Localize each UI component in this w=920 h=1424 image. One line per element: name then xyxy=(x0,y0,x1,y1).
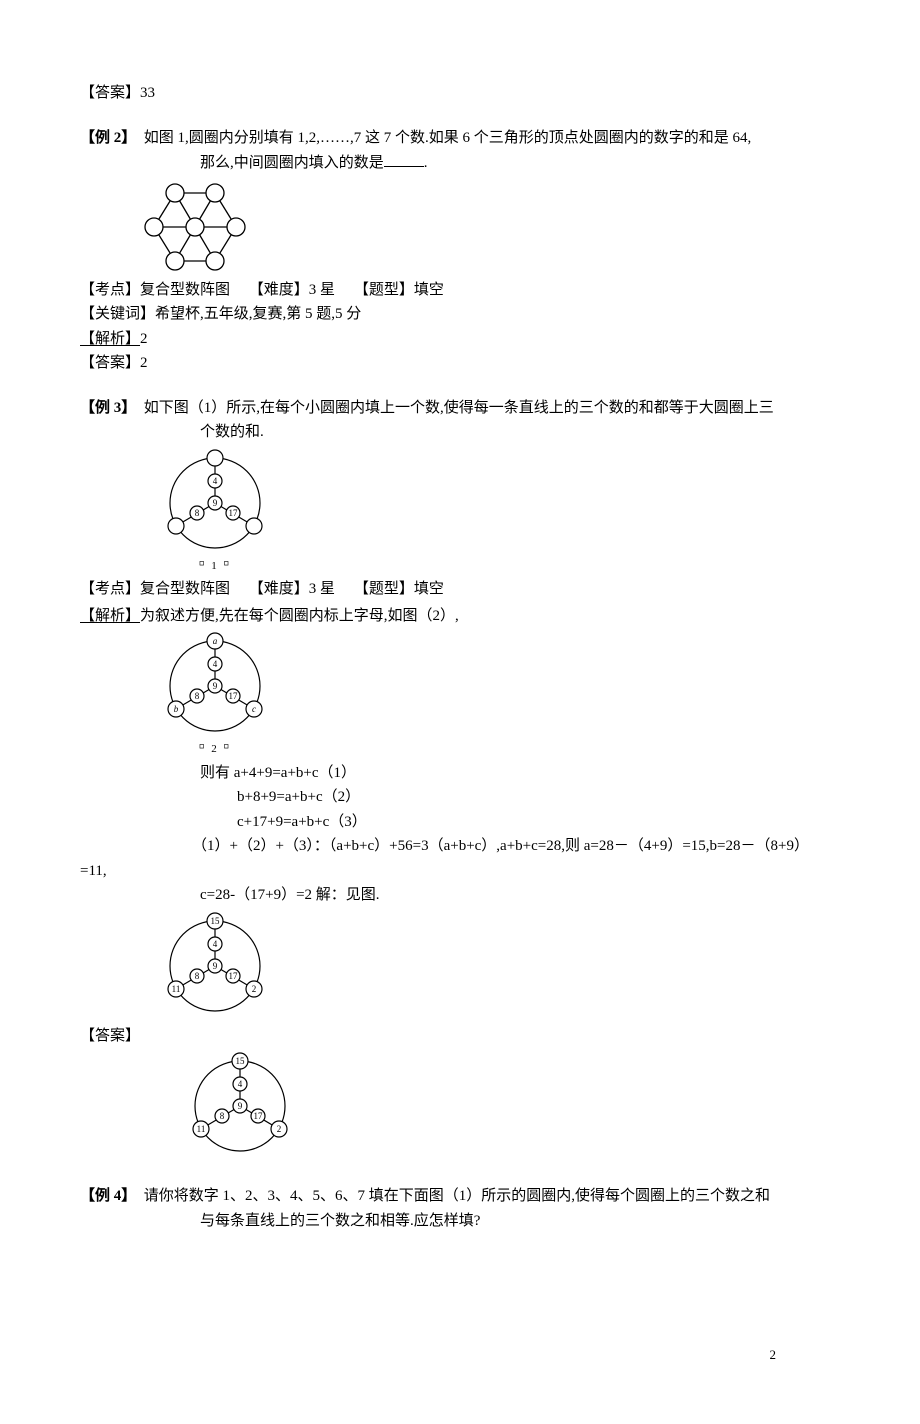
svg-text:4: 4 xyxy=(213,476,218,486)
svg-text:17: 17 xyxy=(229,691,239,701)
nandu-val-3: 3 星 xyxy=(309,581,335,597)
tag-nandu-3: 【难度】 xyxy=(249,581,309,597)
example-3-figure-4: 4 8 17 9 15 11 2 xyxy=(180,1051,840,1161)
eq4a: （1）+（2）+（3）：（a+b+c）+56=3（a+b+c）,a+b+c=28… xyxy=(192,838,809,854)
blank-fill[interactable] xyxy=(384,151,424,167)
tag-tixing: 【题型】 xyxy=(354,282,414,298)
eq-block: 则有 a+4+9=a+b+c（1） xyxy=(80,762,840,785)
svg-text:4: 4 xyxy=(213,939,218,949)
tag-keyword: 【关键词】 xyxy=(80,306,155,322)
svg-text:17: 17 xyxy=(254,1111,264,1121)
svg-text:17: 17 xyxy=(229,971,239,981)
eq4b: =11, xyxy=(80,863,107,879)
example-2-label: 【例 2】 xyxy=(80,130,136,146)
svg-text:9: 9 xyxy=(213,961,218,971)
svg-text:17: 17 xyxy=(229,508,239,518)
example-3-figure-3: 4 8 17 9 15 11 2 xyxy=(155,911,840,1021)
example-2-text-3: . xyxy=(424,155,428,171)
example-2-daan: 【答案】2 xyxy=(80,352,840,375)
tag-answer: 【答案】 xyxy=(80,85,140,101)
tixing-val: 填空 xyxy=(414,282,444,298)
tixing-val-3: 填空 xyxy=(414,581,444,597)
svg-text:8: 8 xyxy=(220,1111,225,1121)
tag-kaodian: 【考点】 xyxy=(80,282,140,298)
svg-text:b: b xyxy=(174,704,179,714)
eq5: c=28-（17+9）=2 解：见图. xyxy=(200,887,380,903)
svg-text:a: a xyxy=(213,636,218,646)
eq3-line: c+17+9=a+b+c（3） xyxy=(80,811,840,834)
example-3-text-1: 如下图（1）所示,在每个小圆圈内填上一个数,使得每一条直线上的三个数的和都等于大… xyxy=(144,400,774,416)
example-2: 【例 2】 如图 1,圆圈内分别填有 1,2,……,7 这 7 个数.如果 6 … xyxy=(80,127,840,150)
example-3-daan: 【答案】 xyxy=(80,1025,840,1048)
eq-lead: 则有 xyxy=(200,765,234,781)
eq1: a+4+9=a+b+c（1） xyxy=(234,765,356,781)
example-3-jiexi: 【解析】为叙述方便,先在每个圆圈内标上字母,如图（2）, xyxy=(80,605,840,628)
example-2-keyword: 【关键词】希望杯,五年级,复赛,第 5 题,5 分 xyxy=(80,303,840,326)
example-2-jiexi: 【解析】2 xyxy=(80,328,840,351)
example-2-cont: 那么,中间圆圈内填入的数是. xyxy=(80,151,840,175)
eq2: b+8+9=a+b+c（2） xyxy=(237,789,360,805)
jiexi-val-3: 为叙述方便,先在每个圆圈内标上字母,如图（2）, xyxy=(140,608,459,624)
eq2-line: b+8+9=a+b+c（2） xyxy=(80,786,840,809)
example-4-cont: 与每条直线上的三个数之和相等.应怎样填? xyxy=(80,1210,840,1233)
tag-kaodian-3: 【考点】 xyxy=(80,581,140,597)
svg-text:2: 2 xyxy=(252,984,257,994)
fig2-caption: ⸋ 2 ⸋ xyxy=(155,741,275,758)
nandu-val: 3 星 xyxy=(309,282,335,298)
tag-jiexi: 【解析】 xyxy=(80,330,140,347)
svg-text:15: 15 xyxy=(236,1056,246,1066)
tag-jiexi-3: 【解析】 xyxy=(80,607,140,624)
svg-text:15: 15 xyxy=(211,916,221,926)
svg-text:11: 11 xyxy=(172,984,181,994)
example-2-text-2: 那么,中间圆圈内填入的数是 xyxy=(200,155,384,171)
keyword-val: 希望杯,五年级,复赛,第 5 题,5 分 xyxy=(155,306,361,322)
example-3-cont: 个数的和. xyxy=(80,421,840,444)
svg-text:8: 8 xyxy=(195,691,200,701)
jiexi-val: 2 xyxy=(140,331,148,347)
example-3-meta: 【考点】复合型数阵图 【难度】3 星 【题型】填空 xyxy=(80,578,840,601)
daan-val: 2 xyxy=(140,355,148,371)
svg-text:4: 4 xyxy=(213,659,218,669)
svg-text:2: 2 xyxy=(277,1124,282,1134)
example-2-text-1: 如图 1,圆圈内分别填有 1,2,……,7 这 7 个数.如果 6 个三角形的顶… xyxy=(144,130,752,146)
example-3-text-2: 个数的和. xyxy=(200,424,264,440)
answer-1: 【答案】33 xyxy=(80,82,840,105)
example-4: 【例 4】 请你将数字 1、2、3、4、5、6、7 填在下面图（1）所示的圆圈内… xyxy=(80,1185,840,1208)
svg-text:8: 8 xyxy=(195,508,200,518)
kaodian-val: 复合型数阵图 xyxy=(140,282,230,298)
svg-text:9: 9 xyxy=(238,1101,243,1111)
example-4-text-1: 请你将数字 1、2、3、4、5、6、7 填在下面图（1）所示的圆圈内,使得每个圆… xyxy=(144,1188,770,1204)
tag-daan-3: 【答案】 xyxy=(80,1028,140,1044)
example-2-figure xyxy=(140,179,840,275)
svg-text:11: 11 xyxy=(197,1124,206,1134)
eq4a-line: （1）+（2）+（3）：（a+b+c）+56=3（a+b+c）,a+b+c=28… xyxy=(80,835,840,858)
svg-text:8: 8 xyxy=(195,971,200,981)
example-3-figure-2: 4 8 17 9 a b c ⸋ 2 ⸋ xyxy=(155,631,840,758)
answer-1-value: 33 xyxy=(140,85,155,101)
example-3-figure-1: 4 8 17 9 ⸋ 1 ⸋ xyxy=(155,448,840,575)
svg-text:c: c xyxy=(252,704,256,714)
fig1-caption: ⸋ 1 ⸋ xyxy=(155,558,275,575)
svg-text:9: 9 xyxy=(213,681,218,691)
tag-nandu: 【难度】 xyxy=(249,282,309,298)
tag-daan: 【答案】 xyxy=(80,355,140,371)
svg-text:4: 4 xyxy=(238,1079,243,1089)
example-3: 【例 3】 如下图（1）所示,在每个小圆圈内填上一个数,使得每一条直线上的三个数… xyxy=(80,397,840,420)
svg-text:9: 9 xyxy=(213,498,218,508)
example-2-meta: 【考点】复合型数阵图 【难度】3 星 【题型】填空 xyxy=(80,279,840,302)
example-4-text-2: 与每条直线上的三个数之和相等.应怎样填? xyxy=(200,1213,480,1229)
kaodian-val-3: 复合型数阵图 xyxy=(140,581,230,597)
tag-tixing-3: 【题型】 xyxy=(354,581,414,597)
eq4b-line: =11, xyxy=(80,860,840,883)
example-3-label: 【例 3】 xyxy=(80,400,136,416)
eq5-line: c=28-（17+9）=2 解：见图. xyxy=(80,884,840,907)
eq3: c+17+9=a+b+c（3） xyxy=(237,814,367,830)
page-number: 2 xyxy=(770,1345,777,1365)
example-4-label: 【例 4】 xyxy=(80,1188,136,1204)
